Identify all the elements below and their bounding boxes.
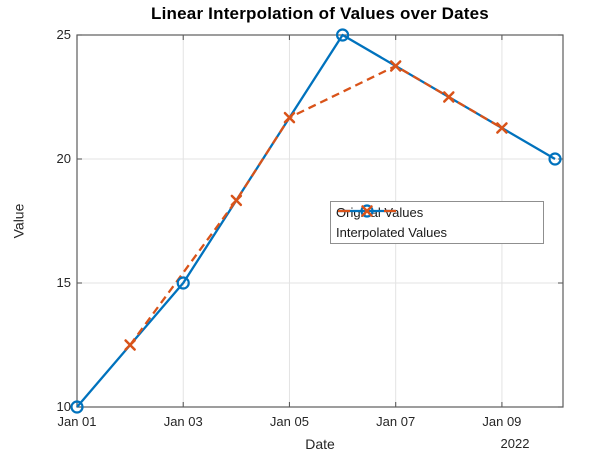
legend-label-original: Original Values bbox=[336, 205, 424, 221]
x-axis-year-label: 2022 bbox=[500, 436, 530, 451]
y-axis-label: Value bbox=[10, 203, 26, 239]
legend-entry-interpolated: Interpolated Values bbox=[331, 205, 543, 241]
y-axis-label-wrap: Value bbox=[6, 91, 30, 351]
legend: Original Values Interpolated Values bbox=[330, 201, 544, 244]
chart-title: Linear Interpolation of Values over Date… bbox=[151, 4, 489, 23]
interpolated-line-sample-icon bbox=[338, 205, 396, 217]
legend-label-interpolated: Interpolated Values bbox=[336, 224, 448, 240]
x-axis-label: Date bbox=[305, 436, 335, 452]
